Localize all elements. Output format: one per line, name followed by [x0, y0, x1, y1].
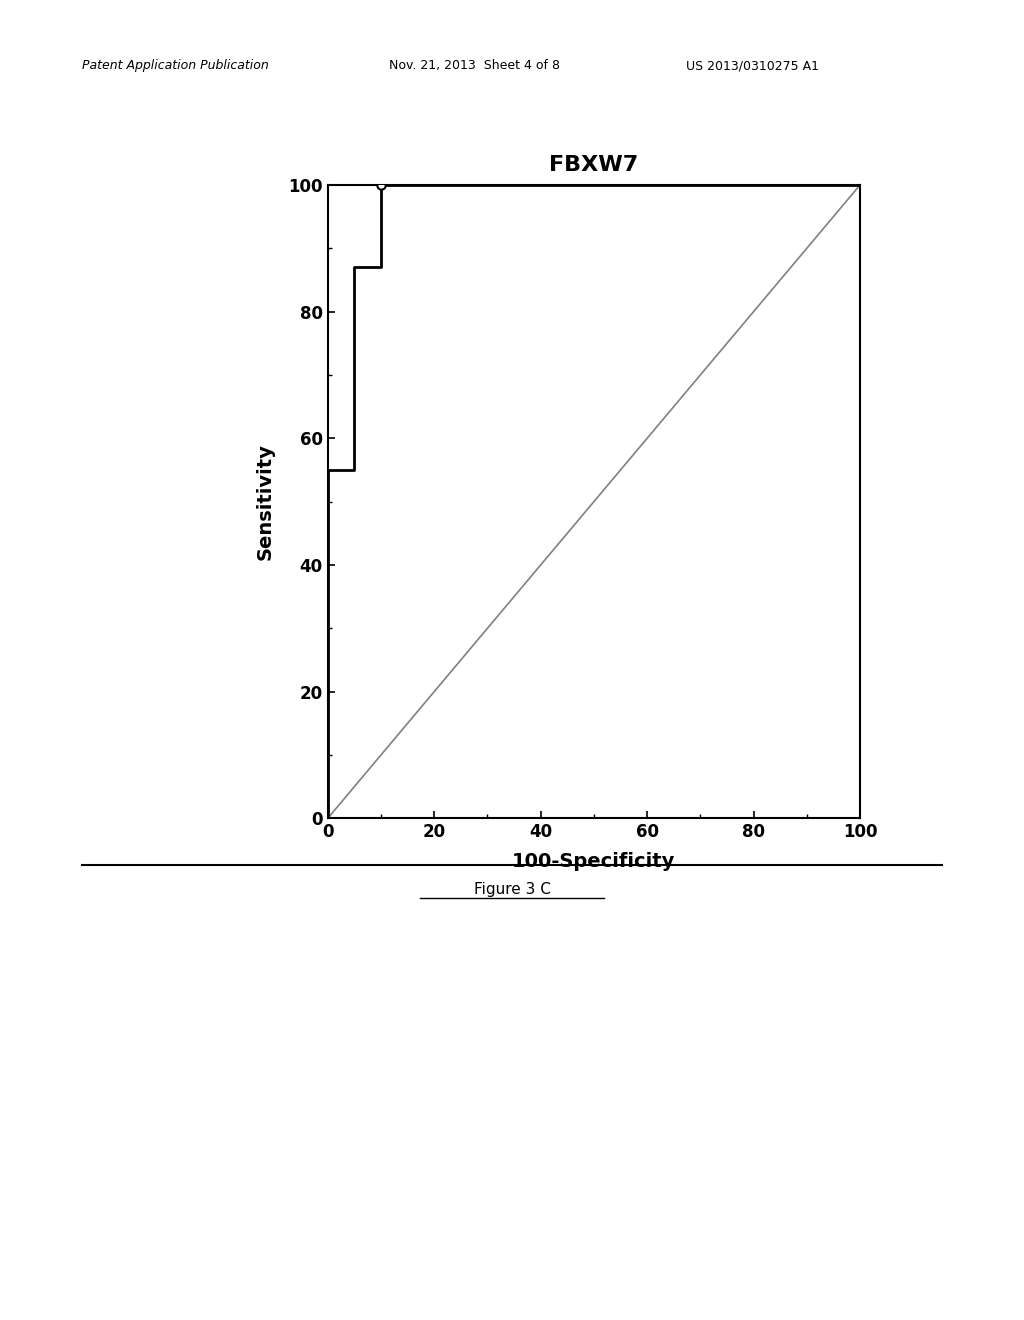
Text: Patent Application Publication: Patent Application Publication — [82, 59, 268, 73]
Title: FBXW7: FBXW7 — [549, 154, 639, 176]
Y-axis label: Sensitivity: Sensitivity — [255, 444, 274, 560]
X-axis label: 100-Specificity: 100-Specificity — [512, 853, 676, 871]
Text: Nov. 21, 2013  Sheet 4 of 8: Nov. 21, 2013 Sheet 4 of 8 — [389, 59, 560, 73]
Text: US 2013/0310275 A1: US 2013/0310275 A1 — [686, 59, 819, 73]
Text: Figure 3 C: Figure 3 C — [473, 882, 551, 896]
